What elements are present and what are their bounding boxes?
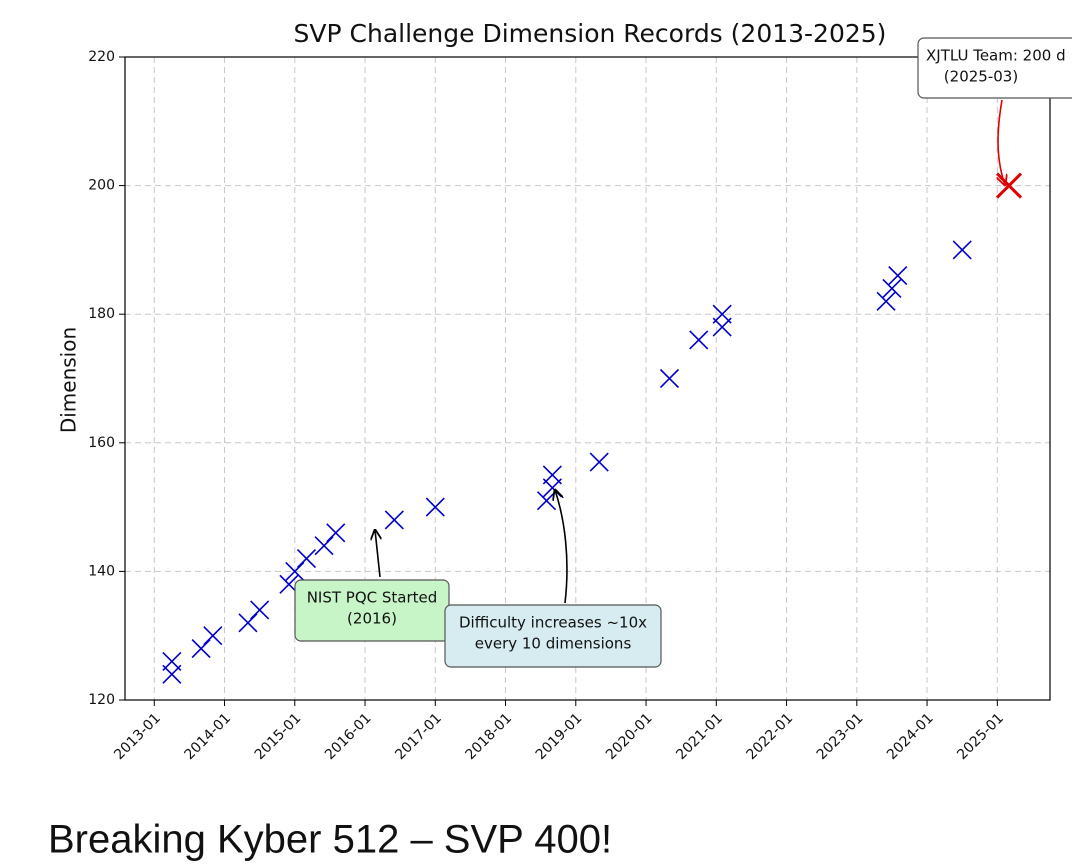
y-tick-label: 120	[88, 692, 115, 708]
marker	[162, 651, 182, 671]
marker-stroke	[203, 626, 223, 646]
marker	[238, 613, 258, 633]
x-tick-label: 2020-01	[603, 710, 656, 763]
marker-stroke	[285, 561, 305, 581]
plot-frame	[124, 56, 1051, 701]
x-tick-label: 2024-01	[884, 710, 937, 763]
marker-stroke	[712, 304, 732, 324]
marker-stroke	[589, 452, 609, 472]
y-tick-label: 200	[88, 178, 115, 194]
x-tick-label: 2022-01	[744, 710, 797, 763]
marker	[296, 548, 317, 569]
marker-stroke	[279, 574, 299, 594]
marker-stroke	[238, 613, 258, 633]
marker	[191, 638, 211, 659]
marker-stroke	[542, 465, 562, 485]
marker	[882, 278, 902, 299]
x-tick-label: 2015-01	[252, 710, 305, 763]
y-axis-label: Dimension	[57, 327, 81, 433]
annotation-arrow	[375, 530, 380, 578]
marker-stroke	[384, 510, 404, 530]
x-tick-label: 2016-01	[322, 710, 375, 763]
marker-stroke	[659, 368, 680, 389]
marker-stroke	[250, 600, 270, 620]
annotation-box	[444, 604, 662, 668]
marker	[285, 561, 305, 581]
annotation-text: (2025-03)	[944, 68, 1018, 86]
y-tick-label: 140	[88, 563, 115, 579]
marker	[659, 368, 680, 389]
marker-stroke	[296, 548, 317, 569]
x-tick-label: 2019-01	[533, 710, 586, 763]
y-tick-label: 180	[88, 306, 115, 322]
annotation-arrow	[555, 490, 568, 604]
marker	[876, 291, 896, 311]
marker	[250, 600, 270, 620]
marker	[888, 266, 908, 286]
marker-stroke	[162, 651, 182, 671]
annotation-arrow	[998, 99, 1005, 185]
x-tick-label: 2017-01	[392, 710, 445, 763]
marker-stroke	[952, 240, 972, 260]
annotation-box	[917, 37, 1072, 99]
x-tick-label: 2013-01	[111, 710, 164, 763]
marker	[952, 240, 972, 260]
y-tick-label: 220	[88, 49, 115, 65]
marker-stroke	[888, 266, 908, 286]
marker-stroke	[689, 330, 709, 350]
x-tick-label: 2023-01	[814, 710, 867, 763]
marker-stroke	[425, 497, 445, 517]
annotation-text: NIST PQC Started	[307, 589, 438, 607]
x-tick-label: 2025-01	[954, 710, 1007, 763]
annotation-text: every 10 dimensions	[475, 635, 632, 653]
marker-stroke	[326, 523, 346, 543]
annotation-text: (2016)	[347, 610, 397, 628]
slide-heading: Breaking Kyber 512 – SVP 400!	[48, 818, 612, 862]
x-tick-label: 2021-01	[673, 710, 726, 763]
marker	[384, 510, 404, 530]
marker	[589, 452, 609, 472]
marker-stroke	[882, 278, 902, 299]
marker-stroke	[995, 172, 1023, 199]
marker	[689, 330, 709, 350]
marker-stroke	[314, 536, 334, 556]
marker-stroke	[876, 291, 896, 311]
marker	[314, 536, 334, 556]
annotation-text: Difficulty increases ~10x	[459, 614, 647, 632]
x-tick-label: 2018-01	[463, 710, 516, 763]
chart-title: SVP Challenge Dimension Records (2013-20…	[294, 19, 887, 48]
marker	[542, 465, 562, 485]
y-tick-label: 160	[88, 435, 115, 451]
x-tick-label: 2014-01	[182, 710, 235, 763]
marker	[712, 304, 732, 324]
marker	[203, 626, 223, 646]
annotation-text: XJTLU Team: 200 d	[926, 47, 1066, 65]
marker	[425, 497, 445, 517]
marker-stroke	[191, 638, 211, 659]
marker	[326, 523, 346, 543]
